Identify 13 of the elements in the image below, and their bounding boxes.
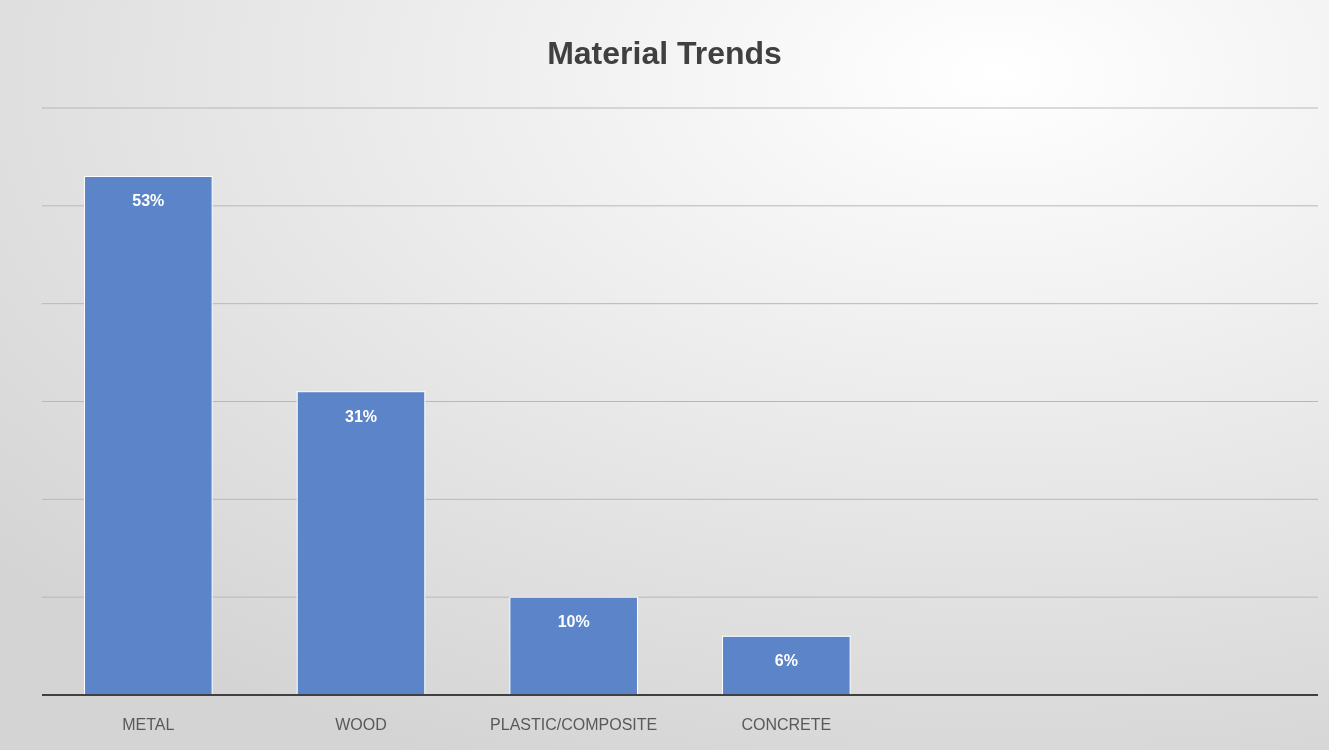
bar [84, 175, 213, 696]
data-label: 6% [774, 652, 798, 670]
bar [722, 635, 851, 696]
chart-title: Material Trends [547, 35, 782, 71]
bar [509, 596, 638, 696]
bar [296, 391, 426, 696]
x-tick-label: METAL [122, 716, 175, 733]
x-tick-label: WOOD [335, 716, 387, 733]
x-tick-label: CONCRETE [741, 716, 832, 733]
x-tick-label: PLASTIC/COMPOSITE [490, 716, 658, 733]
data-label: 10% [557, 613, 590, 631]
data-label: 53% [132, 192, 165, 210]
data-label: 31% [344, 407, 378, 425]
